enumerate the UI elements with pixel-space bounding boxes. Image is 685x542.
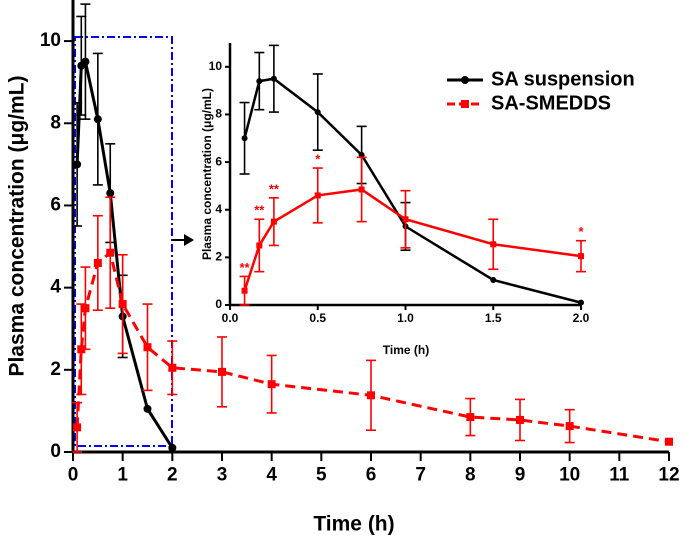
x-tick-label: 0.0 [222, 311, 239, 325]
marker [490, 276, 497, 283]
marker [402, 216, 409, 223]
marker [466, 413, 475, 422]
marker [93, 258, 102, 267]
significance-label: ** [269, 181, 280, 196]
marker [565, 422, 574, 431]
legend-label: SA-SMEDDS [491, 92, 611, 114]
marker [578, 299, 584, 306]
marker [168, 443, 177, 452]
y-tick-label: 0 [215, 297, 222, 311]
marker [256, 242, 263, 249]
x-tick-label: 1.5 [485, 311, 502, 325]
y-axis-title: Plasma concentration (μg/mL) [200, 88, 214, 260]
marker [516, 415, 524, 424]
marker [106, 248, 115, 257]
x-tick-label: 9 [515, 464, 526, 485]
y-tick-label: 2 [215, 250, 222, 264]
legend-marker [461, 100, 469, 108]
marker [168, 363, 177, 372]
marker [93, 115, 102, 124]
legend-label: SA suspension [491, 68, 635, 90]
significance-label: * [315, 151, 321, 166]
x-tick-label: 11 [609, 464, 630, 485]
x-tick-label: 8 [465, 464, 476, 485]
x-tick-label: 4 [266, 464, 277, 485]
marker [218, 367, 226, 376]
marker [358, 151, 365, 158]
zoom-arrow-head [184, 234, 194, 246]
marker [270, 75, 277, 82]
marker [143, 404, 152, 413]
y-tick-label: 6 [50, 194, 61, 215]
marker [143, 343, 152, 352]
x-tick-label: 2 [167, 464, 178, 485]
x-tick-label: 1.0 [397, 311, 414, 325]
marker [241, 287, 248, 294]
significance-label: ** [254, 203, 265, 218]
marker [367, 391, 375, 400]
marker [81, 57, 90, 66]
zoom-box [74, 36, 173, 447]
marker [358, 186, 365, 193]
x-axis-title: Time (h) [313, 513, 394, 536]
marker [256, 78, 263, 85]
x-tick-label: 1 [117, 464, 128, 485]
x-tick-label: 5 [316, 464, 327, 485]
series-line [243, 188, 582, 292]
legend-marker [461, 76, 469, 84]
marker [73, 160, 82, 169]
y-tick-label: 6 [215, 154, 222, 168]
x-tick-label: 10 [559, 464, 580, 485]
y-tick-label: 0 [50, 441, 61, 462]
y-tick-label: 8 [50, 112, 61, 133]
x-tick-label: 3 [217, 464, 228, 485]
significance-label: * [578, 224, 584, 239]
significance-label: ** [240, 260, 251, 275]
y-tick-label: 10 [40, 30, 61, 51]
x-tick-label: 6 [366, 464, 377, 485]
marker [118, 300, 127, 309]
marker [73, 423, 82, 432]
x-tick-label: 12 [658, 464, 679, 485]
y-axis-title: Plasma concentration (μg/mL) [6, 75, 29, 376]
x-tick-label: 0 [68, 464, 79, 485]
x-tick-label: 7 [415, 464, 426, 485]
y-tick-label: 10 [209, 59, 223, 73]
marker [267, 380, 276, 389]
y-tick-label: 4 [50, 277, 61, 298]
y-tick-label: 2 [50, 359, 61, 380]
marker [81, 304, 90, 313]
marker [314, 109, 321, 116]
marker [314, 192, 321, 199]
marker [665, 437, 673, 446]
y-tick-label: 8 [215, 107, 222, 121]
marker [578, 253, 584, 260]
marker [241, 135, 248, 142]
series-line [75, 250, 670, 444]
x-tick-label: 0.5 [309, 311, 326, 325]
x-axis-title: Time (h) [383, 343, 429, 357]
marker [270, 218, 277, 225]
y-tick-label: 4 [215, 202, 222, 216]
x-tick-label: 2.0 [573, 311, 590, 325]
marker [106, 189, 115, 198]
marker [490, 241, 497, 248]
